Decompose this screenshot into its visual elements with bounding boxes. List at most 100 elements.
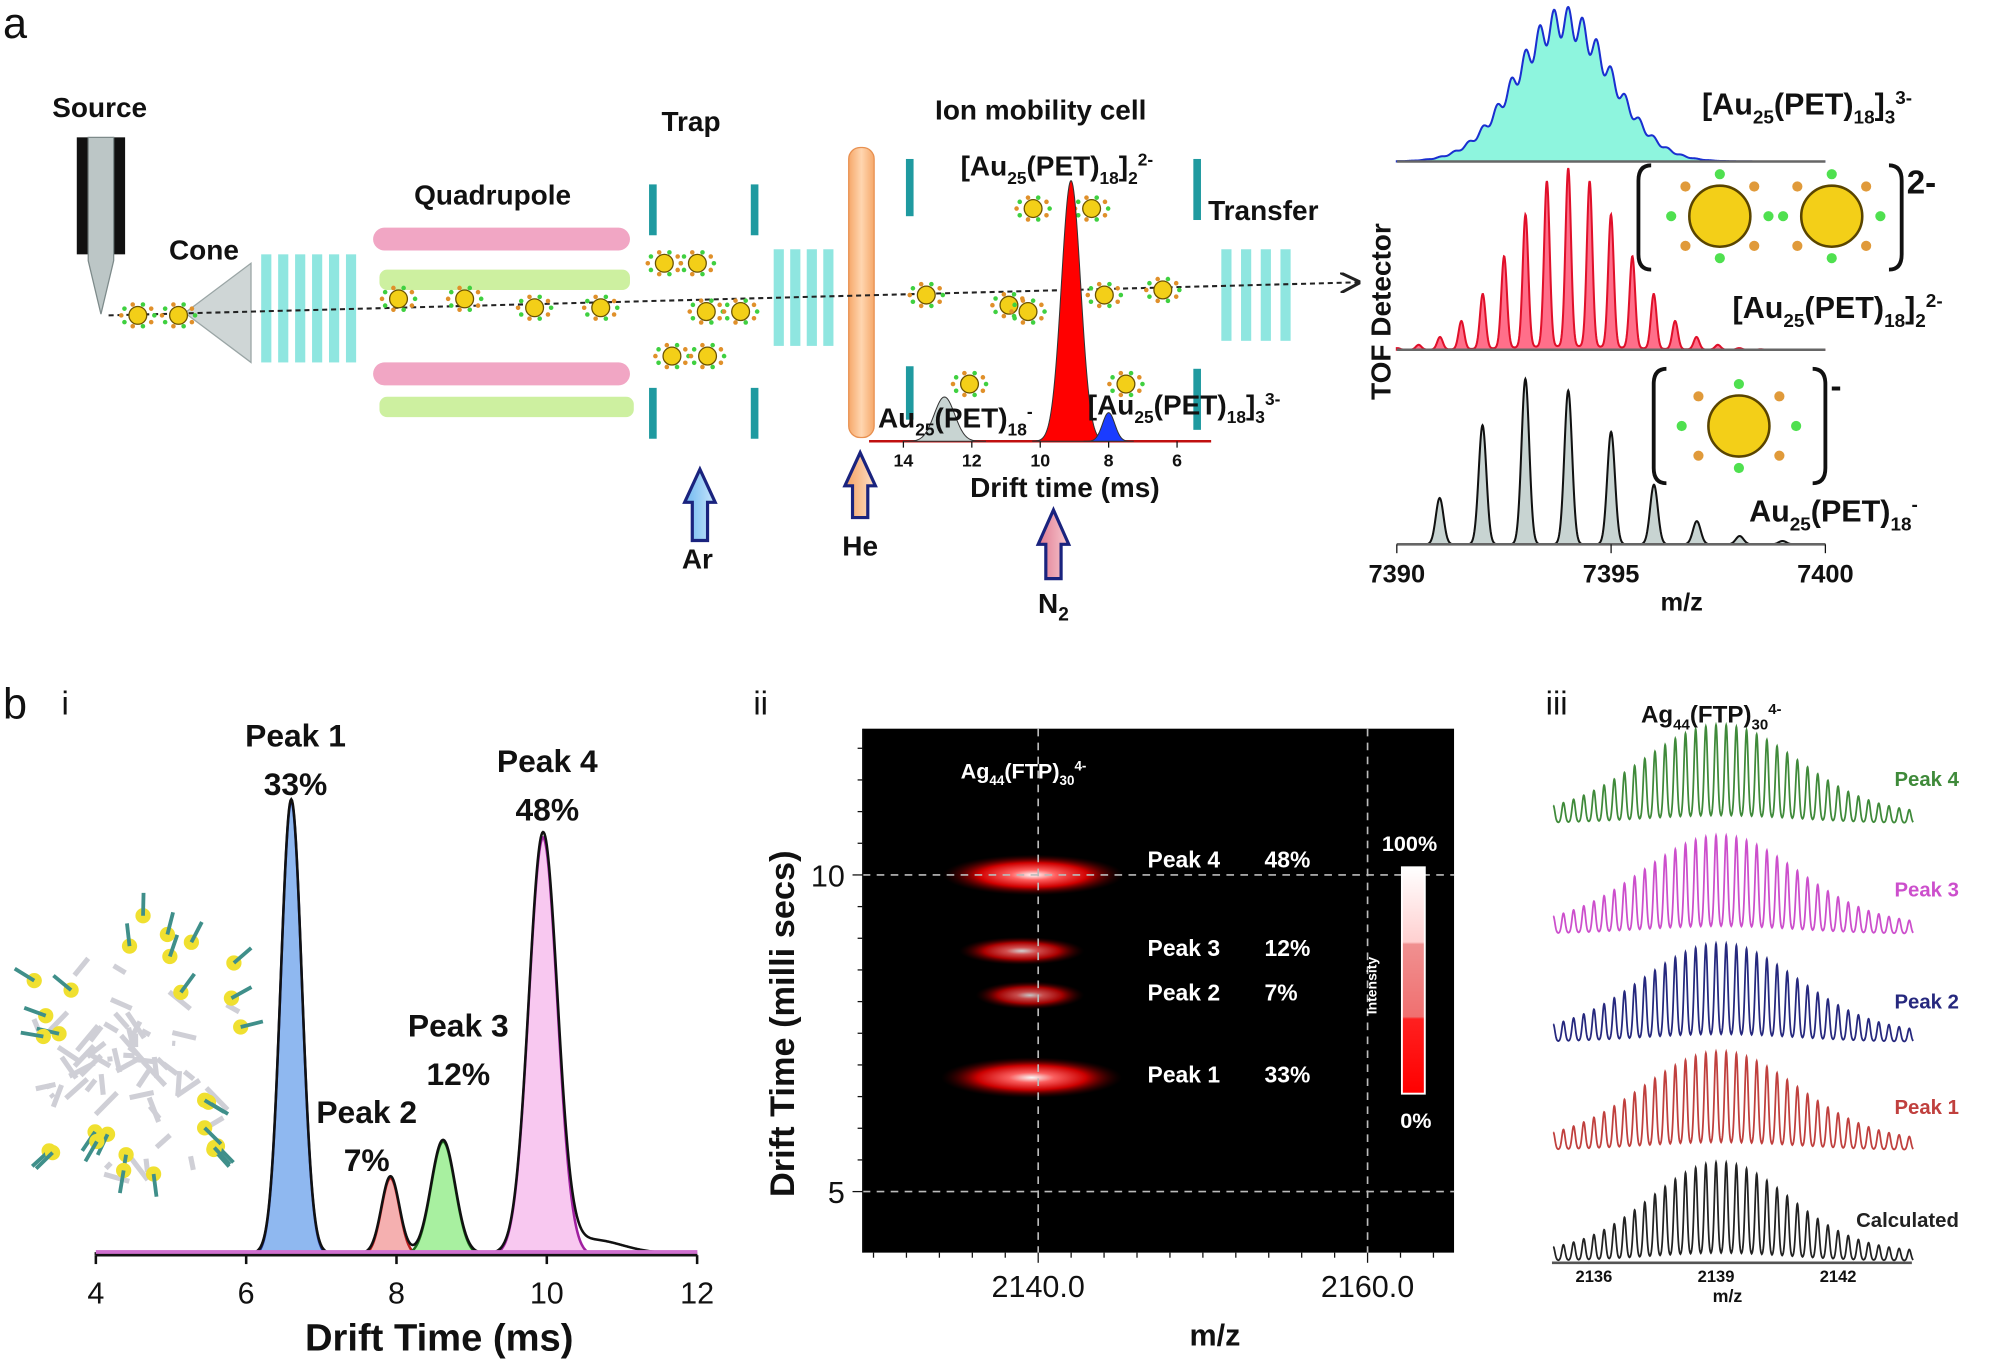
- ligand-bond: [240, 1019, 264, 1029]
- ligand-dot: [1110, 375, 1115, 380]
- ligand-dot: [1012, 316, 1017, 321]
- ligand-dot: [189, 319, 195, 325]
- ligand-dot: [1177, 287, 1182, 293]
- ligand-dot: [1030, 298, 1036, 303]
- metal-bond: [112, 963, 127, 976]
- electrode: [750, 184, 759, 236]
- ligand-dot: [1088, 286, 1094, 291]
- ligand-dot: [1017, 199, 1023, 205]
- x-axis-title: m/z: [1660, 588, 1702, 616]
- ligand-bond: [203, 1098, 226, 1114]
- ligand-dot: [721, 353, 727, 359]
- x-tick-label: 7395: [1583, 560, 1640, 588]
- peak-area: [484, 835, 602, 1257]
- metal-bond: [171, 1030, 197, 1041]
- isotope-trace: [1552, 1159, 1914, 1262]
- ligand-atom: [1861, 240, 1872, 251]
- total-trace: [94, 797, 698, 1256]
- ligand-dot: [718, 360, 724, 366]
- gold-core: [959, 374, 980, 394]
- ligand-dot: [391, 285, 396, 291]
- nitrogen-symbol: N: [1038, 588, 1058, 619]
- isotope-trace: [1552, 721, 1914, 824]
- ligand-dot: [708, 267, 714, 273]
- colorbar: [1400, 866, 1426, 1095]
- ligand-dot: [1030, 320, 1036, 325]
- quadrupole-rod: [379, 269, 630, 290]
- series-label: Peak 4: [1894, 769, 1959, 791]
- ligand-dot: [162, 306, 168, 311]
- spot-name-label: Peak 3: [1148, 935, 1221, 961]
- ligand-dot: [972, 370, 977, 376]
- ligand-dot: [754, 309, 760, 314]
- quadrupole-rod: [379, 396, 634, 418]
- metal-bond: [107, 1056, 113, 1062]
- metal-bond: [128, 1020, 143, 1040]
- metal-bond: [98, 1073, 106, 1095]
- gold-core: [388, 289, 409, 309]
- x-tick-label: 2142: [1820, 1267, 1857, 1286]
- gold-core: [654, 253, 674, 273]
- ligand-dot: [1020, 298, 1026, 303]
- helium-arrow-icon: [842, 448, 878, 520]
- ligand-dot: [181, 302, 186, 307]
- ligand-bond: [189, 921, 204, 944]
- ligand-dot: [391, 307, 396, 313]
- series-label: Calculated: [1856, 1210, 1959, 1232]
- ligand-dot: [1118, 292, 1124, 298]
- peak-area: [393, 1140, 493, 1257]
- y-tick-label: 5: [828, 1176, 845, 1210]
- ligand-dot: [698, 320, 704, 325]
- x-tick-label: 7390: [1369, 560, 1426, 588]
- ligand-dot: [674, 364, 680, 370]
- ligand-dot: [1137, 388, 1142, 394]
- ligand-atom: [1774, 450, 1785, 461]
- gold-core: [662, 346, 682, 366]
- ligand-dot: [527, 294, 532, 300]
- ligand-atom: [1792, 181, 1803, 192]
- metal-bond: [59, 1055, 79, 1080]
- gold-core: [1018, 302, 1038, 322]
- drift-time-inset-chart: 14 12 10 8 6 Drift time (ms) Au25(PET)18- [Au25…: [869, 150, 1281, 503]
- ion-cluster-icon: [907, 281, 946, 309]
- ligand-dot: [603, 294, 609, 300]
- metal-bond: [85, 1040, 107, 1059]
- ligand-dot: [910, 286, 916, 291]
- ligand-dot: [1107, 381, 1112, 387]
- gold-core: [455, 289, 475, 309]
- ligand-dot: [1025, 217, 1031, 222]
- nitrogen-arrow-icon: [1035, 506, 1072, 581]
- ligand-dot: [545, 312, 551, 317]
- panel-label-a: a: [3, 0, 28, 48]
- electrodes: [649, 158, 1201, 439]
- gold-core: [999, 295, 1019, 315]
- metal-bond: [103, 1171, 130, 1184]
- ligand-dot: [667, 250, 672, 255]
- ligand-atom: [1778, 211, 1789, 222]
- ligand-dot: [980, 375, 986, 380]
- colorbar-title: Intensity: [1363, 957, 1379, 1015]
- ligand-dot: [1144, 287, 1149, 293]
- ligand-dot: [700, 250, 705, 255]
- gold-core: [698, 346, 718, 366]
- ligand-dot: [1110, 388, 1115, 394]
- metal-bond: [48, 1092, 56, 1099]
- ligand-atom: [1749, 181, 1760, 192]
- x-tick-label: 10: [530, 1277, 564, 1311]
- ligand-dot: [1085, 292, 1091, 298]
- gold-core: [1153, 280, 1173, 300]
- metal-bond: [109, 997, 133, 1011]
- electrode: [1193, 158, 1201, 221]
- heatmap-title: Ag44(FTP)304-: [961, 758, 1087, 787]
- ligand-dot: [515, 305, 521, 311]
- ligand-dot: [980, 388, 986, 394]
- ion-cluster-icon: [678, 250, 717, 277]
- metal-bond: [167, 989, 192, 1011]
- ligand-dot: [962, 392, 967, 398]
- ligand-dot: [148, 319, 154, 325]
- charge-label: 2-: [1907, 164, 1936, 201]
- series-label: Peak 3: [1894, 880, 1958, 902]
- ligand-dot: [1017, 212, 1023, 218]
- electrode: [905, 158, 914, 217]
- metal-bond: [123, 1052, 135, 1059]
